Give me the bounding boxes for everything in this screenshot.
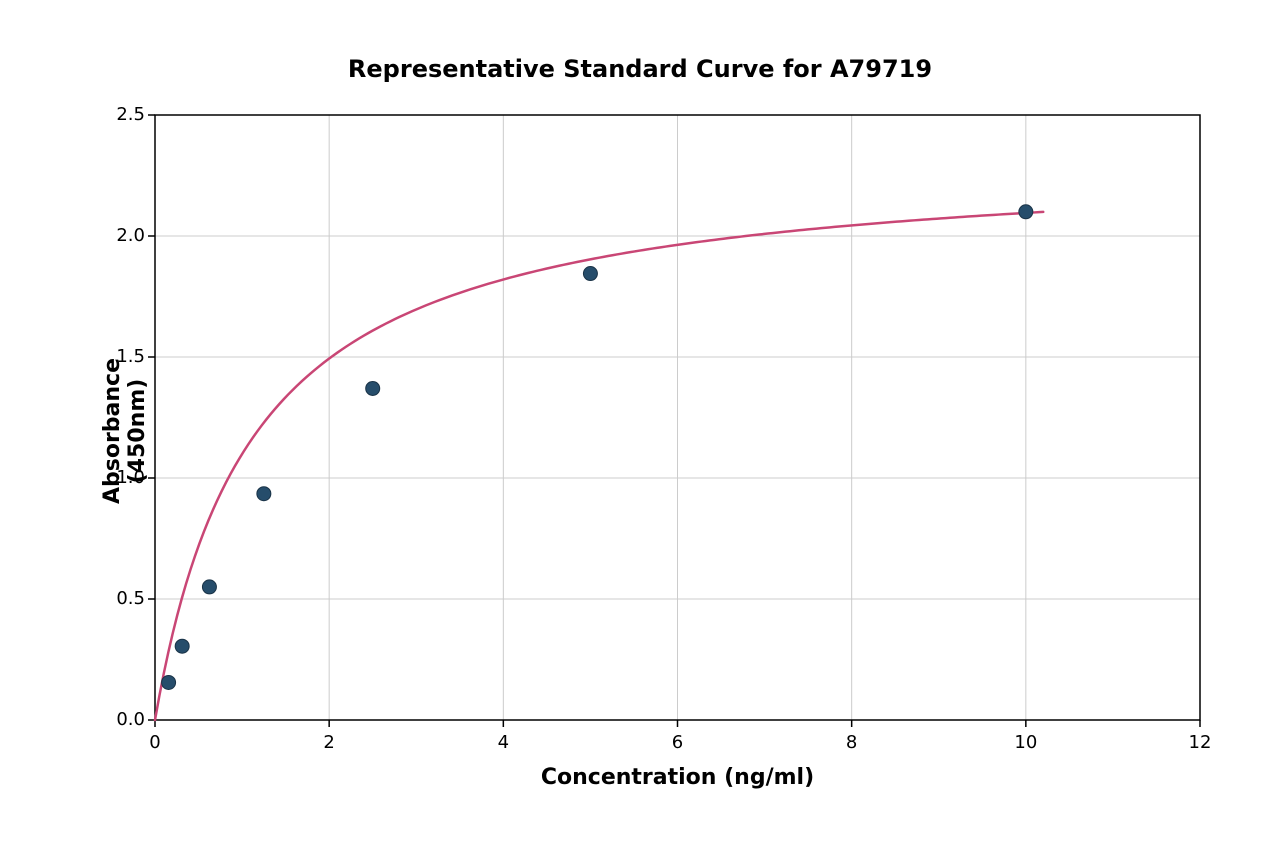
y-tick-label: 0.0 bbox=[100, 709, 145, 730]
y-tick-label: 0.5 bbox=[100, 588, 145, 609]
x-tick-label: 6 bbox=[658, 732, 698, 753]
x-tick-label: 0 bbox=[135, 732, 175, 753]
y-axis-label: Absorbance (450nm) bbox=[100, 341, 150, 521]
y-tick-label: 1.0 bbox=[100, 467, 145, 488]
x-tick-label: 10 bbox=[1006, 732, 1046, 753]
y-tick-label: 1.5 bbox=[100, 346, 145, 367]
x-tick-label: 12 bbox=[1180, 732, 1220, 753]
chart-title: Representative Standard Curve for A79719 bbox=[0, 55, 1280, 83]
y-tick-label: 2.5 bbox=[100, 104, 145, 125]
x-axis-label: Concentration (ng/ml) bbox=[155, 765, 1200, 790]
x-tick-label: 2 bbox=[309, 732, 349, 753]
chart-svg bbox=[0, 0, 1280, 845]
x-tick-label: 4 bbox=[483, 732, 523, 753]
y-tick-label: 2.0 bbox=[100, 225, 145, 246]
chart-container: Representative Standard Curve for A79719… bbox=[0, 0, 1280, 845]
x-tick-label: 8 bbox=[832, 732, 872, 753]
